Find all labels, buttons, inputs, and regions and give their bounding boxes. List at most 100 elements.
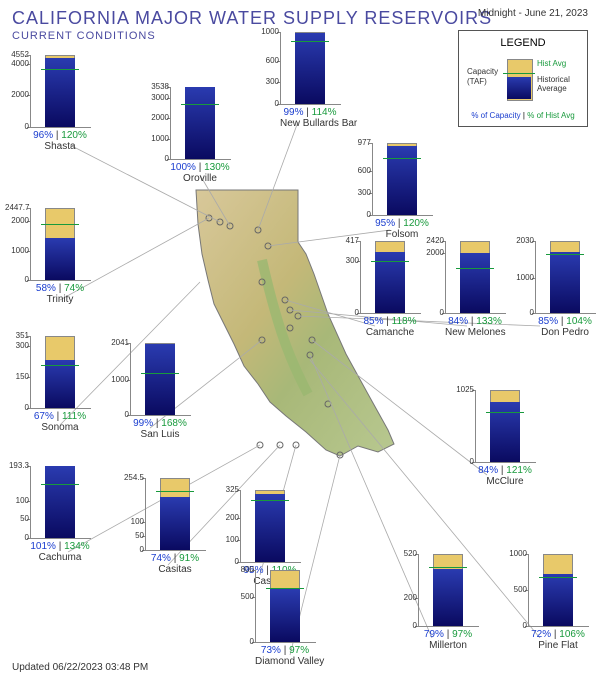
hist-avg-line bbox=[156, 491, 194, 492]
legend-average-label: Average bbox=[537, 84, 567, 93]
reservoir-chart: 050100254.5 bbox=[145, 478, 206, 551]
pct-capacity: 73% bbox=[261, 645, 281, 656]
hist-avg-line bbox=[291, 41, 329, 42]
reservoir-san-luis: 01000204199% | 168%San Luis bbox=[130, 343, 190, 440]
legend-sep: | bbox=[523, 111, 525, 120]
legend-taf-label: (TAF) bbox=[467, 77, 487, 86]
reservoir-chart: 0100020002447.7 bbox=[30, 208, 91, 281]
fill-bar bbox=[145, 344, 175, 415]
pct-histavg: 130% bbox=[204, 162, 230, 173]
legend-histavg-label: Hist Avg bbox=[537, 59, 566, 68]
reservoir-don-pedro: 01000203085% | 104%Don Pedro bbox=[535, 241, 595, 338]
legend-historical-label: Historical bbox=[537, 75, 570, 84]
reservoir-name: Diamond Valley bbox=[255, 656, 315, 667]
reservoir-pct: 79% | 97% bbox=[418, 629, 478, 640]
legend-capacity-label: Capacity bbox=[467, 67, 498, 76]
reservoir-name: San Luis bbox=[130, 429, 190, 440]
reservoir-pct: 85% | 118% bbox=[360, 316, 420, 327]
pct-capacity: 79% bbox=[424, 629, 444, 640]
hist-avg-line bbox=[429, 567, 467, 568]
pct-capacity: 95% bbox=[375, 218, 395, 229]
hist-avg-line bbox=[456, 268, 494, 269]
fill-bar bbox=[160, 497, 190, 550]
reservoir-chart: 0300417 bbox=[360, 241, 421, 314]
reservoir-name: McClure bbox=[475, 476, 535, 487]
reservoir-new-bullards-bar: 03006001000 99% | 114%New Bullards Bar bbox=[280, 32, 340, 129]
reservoir-chart: 050100193.3 bbox=[30, 466, 91, 539]
hist-avg-line bbox=[141, 373, 179, 374]
reservoir-name: Camanche bbox=[360, 327, 420, 338]
reservoir-pct: 99% | 168% bbox=[130, 418, 190, 429]
hist-avg-line bbox=[486, 412, 524, 413]
pct-capacity: 85% bbox=[538, 316, 558, 327]
fill-bar bbox=[543, 574, 573, 626]
reservoir-chart: 05001000 bbox=[528, 554, 589, 627]
pct-histavg: 106% bbox=[559, 629, 585, 640]
legend-swatch: Capacity (TAF) Hist Avg Historical Avera… bbox=[465, 53, 581, 109]
fill-bar bbox=[45, 58, 75, 127]
reservoir-camanche: 0300417 85% | 118%Camanche bbox=[360, 241, 420, 338]
pct-capacity: 74% bbox=[151, 553, 171, 564]
fill-bar bbox=[185, 87, 215, 159]
reservoir-name: Cachuma bbox=[30, 552, 90, 563]
pct-histavg: 74% bbox=[64, 283, 84, 294]
reservoir-chart: 0100200325 bbox=[240, 490, 301, 563]
fill-bar bbox=[295, 33, 325, 104]
reservoir-name: New Melones bbox=[445, 327, 505, 338]
reservoir-diamond-valley: 050080073% | 97%Diamond Valley bbox=[255, 570, 315, 667]
reservoir-pine-flat: 0500100072% | 106%Pine Flat bbox=[528, 554, 588, 651]
pct-histavg: 120% bbox=[61, 130, 87, 141]
reservoir-pct: 100% | 130% bbox=[170, 162, 230, 173]
reservoir-name: Oroville bbox=[170, 173, 230, 184]
hist-avg-line bbox=[539, 577, 577, 578]
reservoir-pct: 67% | 111% bbox=[30, 411, 90, 422]
pct-capacity: 72% bbox=[531, 629, 551, 640]
legend-box: LEGEND Capacity (TAF) Hist Avg Historica… bbox=[458, 30, 588, 127]
fill-bar bbox=[255, 494, 285, 562]
pct-histavg: 97% bbox=[289, 645, 309, 656]
legend-pcthist-label: % of Hist Avg bbox=[527, 111, 574, 120]
reservoir-chart: 01000200030003538 bbox=[170, 87, 231, 160]
reservoir-pct: 95% | 120% bbox=[372, 218, 432, 229]
reservoir-pct: 101% | 134% bbox=[30, 541, 90, 552]
reservoir-pct: 99% | 114% bbox=[280, 107, 340, 118]
reservoir-chart: 0500800 bbox=[255, 570, 316, 643]
reservoir-chart: 03006001000 bbox=[280, 32, 341, 105]
pct-capacity: 84% bbox=[448, 316, 468, 327]
hist-avg-line bbox=[181, 104, 219, 105]
fill-bar bbox=[45, 238, 75, 280]
reservoir-chart: 020002420 bbox=[445, 241, 506, 314]
reservoir-pct: 74% | 91% bbox=[145, 553, 205, 564]
pct-histavg: 134% bbox=[64, 541, 90, 552]
pct-histavg: 168% bbox=[161, 418, 187, 429]
hist-avg-line bbox=[266, 588, 304, 589]
fill-bar bbox=[45, 466, 75, 538]
pct-histavg: 97% bbox=[452, 629, 472, 640]
fill-bar bbox=[387, 146, 417, 215]
pct-capacity: 99% bbox=[133, 418, 153, 429]
reservoir-name: Casitas bbox=[145, 564, 205, 575]
pct-histavg: 121% bbox=[506, 465, 532, 476]
legend-avg-line bbox=[503, 73, 535, 74]
reservoir-name: Don Pedro bbox=[535, 327, 595, 338]
pct-capacity: 96% bbox=[33, 130, 53, 141]
fill-bar bbox=[45, 360, 75, 408]
pct-histavg: 91% bbox=[179, 553, 199, 564]
reservoir-trinity: 0100020002447.758% | 74%Trinity bbox=[30, 208, 90, 305]
hist-avg-line bbox=[41, 224, 79, 225]
pct-histavg: 118% bbox=[392, 316, 417, 327]
reservoir-name: New Bullards Bar bbox=[280, 118, 340, 129]
reservoir-chart: 0200040004552 bbox=[30, 55, 91, 128]
reservoir-pct: 84% | 121% bbox=[475, 465, 535, 476]
hist-avg-line bbox=[41, 484, 79, 485]
pct-capacity: 84% bbox=[478, 465, 498, 476]
reservoir-chart: 0150300351 bbox=[30, 336, 91, 409]
page-title: CALIFORNIA MAJOR WATER SUPPLY RESERVOIRS bbox=[12, 8, 492, 29]
pct-histavg: 120% bbox=[403, 218, 429, 229]
reservoir-sonoma: 015030035167% | 111%Sonoma bbox=[30, 336, 90, 433]
reservoir-folsom: 030060097795% | 120%Folsom bbox=[372, 143, 432, 240]
legend-fill-bar bbox=[507, 77, 531, 99]
reservoir-chart: 0200520 bbox=[418, 554, 479, 627]
hist-avg-line bbox=[546, 254, 584, 255]
reservoir-name: Trinity bbox=[30, 294, 90, 305]
